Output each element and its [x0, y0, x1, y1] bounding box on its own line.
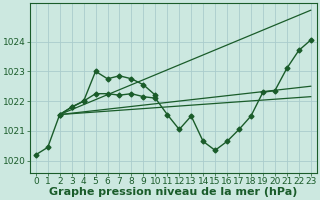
X-axis label: Graphe pression niveau de la mer (hPa): Graphe pression niveau de la mer (hPa)	[49, 187, 298, 197]
